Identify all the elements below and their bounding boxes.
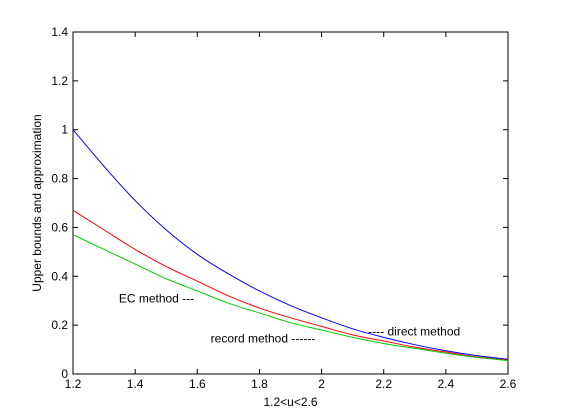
x-axis-label: 1.2<u<2.6 (263, 395, 317, 409)
x-tick-label: 2 (318, 377, 325, 391)
plot-area (72, 31, 509, 375)
series-line-ec-method (72, 209, 509, 361)
x-tick-label: 2.2 (375, 377, 392, 391)
y-axis-label: Upper bounds and approximation (30, 114, 44, 291)
x-tick-label: 2.6 (500, 377, 517, 391)
y-tick-label: 1.2 (51, 74, 68, 88)
x-tick-label: 2.4 (438, 377, 455, 391)
x-tick-label: 1.8 (251, 377, 268, 391)
annotation-record-method: record method ------ (211, 332, 316, 346)
y-tick-label: 0.6 (51, 220, 68, 234)
series-line-record-method (72, 234, 509, 362)
y-tick-label: 0 (61, 367, 68, 381)
y-tick-label: 0.4 (51, 269, 68, 283)
y-tick-label: 1.4 (51, 25, 68, 39)
annotation-direct-method: ---- direct method (368, 324, 460, 338)
x-tick-label: 1.2 (65, 377, 82, 391)
y-tick-label: 1 (61, 123, 68, 137)
y-tick-label: 0.2 (51, 318, 68, 332)
x-tick-label: 1.6 (189, 377, 206, 391)
series-line-direct-method (72, 129, 509, 360)
annotation-ec-method: EC method --- (119, 291, 194, 305)
y-tick-label: 0.8 (51, 172, 68, 186)
x-tick-label: 1.4 (127, 377, 144, 391)
